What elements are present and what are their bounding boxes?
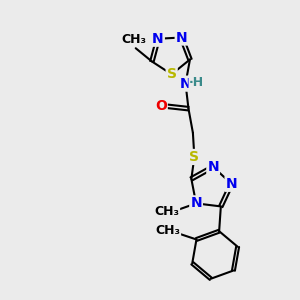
Text: N: N — [180, 76, 191, 91]
Text: S: S — [189, 150, 200, 164]
Text: N: N — [152, 32, 164, 46]
Text: CH₃: CH₃ — [122, 33, 147, 46]
Text: N: N — [226, 177, 237, 191]
Text: N: N — [207, 160, 219, 174]
Text: N: N — [176, 31, 187, 44]
Text: O: O — [155, 99, 167, 113]
Text: CH₃: CH₃ — [155, 224, 180, 236]
Text: N: N — [190, 196, 202, 210]
Text: ·H: ·H — [189, 76, 204, 89]
Text: CH₃: CH₃ — [154, 205, 179, 218]
Text: S: S — [167, 67, 177, 81]
